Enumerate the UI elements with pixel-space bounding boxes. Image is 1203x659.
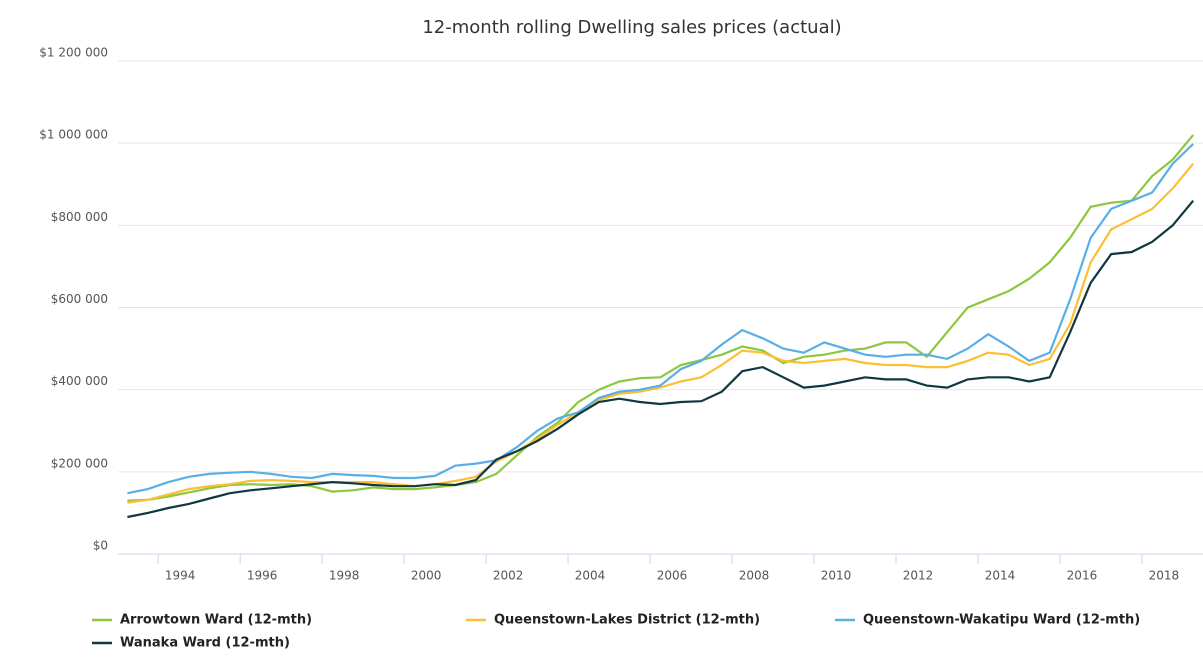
x-tick-label: 2012	[903, 569, 934, 583]
series-line	[127, 199, 1195, 519]
x-tick-label: 2008	[739, 569, 770, 583]
x-tick-label: 2018	[1149, 569, 1180, 583]
series-line	[127, 134, 1195, 502]
y-tick-label: $0	[93, 539, 108, 553]
x-tick-label: 2006	[657, 569, 688, 583]
legend-label: Queenstown-Lakes District (12-mth)	[494, 613, 760, 628]
chart-title: 12-month rolling Dwelling sales prices (…	[422, 17, 841, 38]
y-tick-label: $400 000	[51, 374, 108, 388]
y-tick-label: $200 000	[51, 456, 108, 470]
y-tick-label: $1 200 000	[39, 46, 108, 60]
y-tick-label: $1 000 000	[39, 128, 108, 142]
legend-label: Wanaka Ward (12-mth)	[120, 636, 290, 651]
x-tick-label: 1994	[165, 569, 196, 583]
x-tick-label: 2016	[1067, 569, 1098, 583]
x-tick-label: 2004	[575, 569, 606, 583]
y-tick-label: $600 000	[51, 292, 108, 306]
x-tick-label: 2002	[493, 569, 524, 583]
y-tick-label: $800 000	[51, 210, 108, 224]
x-tick-label: 1998	[329, 569, 360, 583]
x-tick-label: 1996	[247, 569, 278, 583]
legend-label: Arrowtown Ward (12-mth)	[120, 613, 312, 628]
series-line	[127, 143, 1194, 495]
series-line	[127, 162, 1195, 504]
x-tick-label: 2010	[821, 569, 852, 583]
x-tick-label: 2014	[985, 569, 1016, 583]
legend-label: Queenstown-Wakatipu Ward (12-mth)	[863, 613, 1140, 628]
x-tick-label: 2000	[411, 569, 442, 583]
